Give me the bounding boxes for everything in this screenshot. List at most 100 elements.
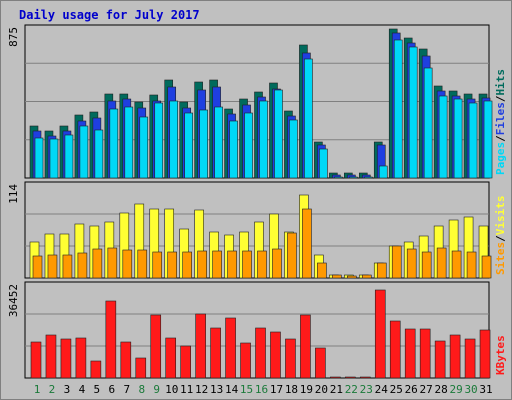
bar-pages-day-12 — [199, 109, 208, 179]
bar-sites-day-17 — [272, 248, 282, 279]
bar-kbytes-day-26 — [404, 328, 416, 379]
x-tick-label-day-26: 26 — [405, 383, 418, 396]
bar-kbytes-day-21 — [330, 376, 341, 379]
bar-sites-day-3 — [62, 254, 73, 279]
bar-sites-day-22 — [347, 275, 357, 279]
x-tick-label-day-10: 10 — [165, 383, 178, 396]
legend-files: Files — [494, 102, 507, 135]
bar-kbytes-day-31 — [479, 329, 491, 379]
x-tick-label-day-23: 23 — [360, 383, 373, 396]
bar-sites-day-8 — [137, 249, 148, 279]
x-tick-label-day-30: 30 — [464, 383, 477, 396]
bar-sites-day-27 — [421, 251, 432, 279]
x-tick-label-day-25: 25 — [390, 383, 403, 396]
bar-pages-day-23 — [363, 176, 373, 179]
bar-kbytes-day-25 — [389, 320, 401, 379]
legend-separator: / — [494, 235, 507, 242]
x-tick-label-day-21: 21 — [330, 383, 343, 396]
bar-kbytes-day-18 — [285, 338, 296, 379]
bar-kbytes-day-24 — [374, 289, 386, 379]
x-tick-label-day-6: 6 — [109, 383, 116, 396]
x-tick-label-day-8: 8 — [138, 383, 145, 396]
bar-pages-day-31 — [483, 100, 493, 179]
bar-sites-day-1 — [32, 255, 43, 279]
legend-hits: Hits — [494, 69, 507, 96]
bar-sites-day-7 — [122, 249, 133, 279]
bar-sites-day-13 — [212, 250, 222, 279]
bar-sites-day-10 — [167, 251, 178, 279]
bar-sites-day-4 — [77, 252, 88, 279]
x-tick-label-day-1: 1 — [34, 383, 41, 396]
bar-kbytes-day-12 — [195, 313, 206, 379]
bar-pages-day-2 — [49, 138, 59, 179]
bar-pages-day-5 — [94, 129, 104, 179]
x-tick-label-day-24: 24 — [375, 383, 389, 396]
x-tick-label-day-20: 20 — [315, 383, 328, 396]
bar-kbytes-day-6 — [105, 300, 117, 379]
bar-pages-day-16 — [259, 100, 268, 179]
bar-sites-day-18 — [287, 232, 297, 279]
x-tick-label-day-17: 17 — [270, 383, 283, 396]
x-tick-label-day-27: 27 — [420, 383, 433, 396]
bar-sites-day-12 — [197, 250, 207, 279]
bar-kbytes-day-9 — [150, 314, 162, 379]
bar-pages-day-20 — [319, 148, 328, 179]
bar-sites-day-5 — [92, 248, 103, 279]
bar-kbytes-day-22 — [345, 376, 356, 379]
bar-sites-day-16 — [257, 250, 267, 279]
bar-sites-day-21 — [332, 274, 342, 279]
bar-kbytes-day-11 — [180, 345, 191, 379]
legend-kbytes: KBytes — [494, 335, 507, 375]
y-max-label: 114 — [7, 184, 20, 204]
bar-kbytes-day-7 — [120, 341, 132, 379]
x-tick-label-day-12: 12 — [195, 383, 208, 396]
bar-kbytes-day-23 — [359, 376, 371, 379]
bar-kbytes-day-17 — [270, 331, 281, 379]
x-tick-label-day-19: 19 — [300, 383, 313, 396]
bar-kbytes-day-4 — [75, 337, 87, 379]
bar-pages-day-28 — [438, 95, 448, 179]
bar-kbytes-day-13 — [210, 327, 221, 379]
bar-pages-day-25 — [393, 39, 403, 179]
bar-kbytes-day-27 — [419, 328, 431, 379]
bar-pages-day-29 — [453, 98, 463, 179]
panel-visits-sites: 114 Sites/Visits — [7, 181, 507, 279]
bar-pages-day-22 — [349, 176, 358, 179]
bar-pages-day-13 — [214, 106, 223, 179]
bar-kbytes-day-19 — [300, 314, 311, 379]
bar-pages-day-17 — [274, 89, 283, 179]
bar-kbytes-day-16 — [255, 327, 266, 379]
bar-pages-day-14 — [229, 120, 238, 179]
y-max-label: 36452 — [7, 284, 20, 317]
bar-pages-day-15 — [244, 112, 253, 179]
bar-kbytes-day-3 — [60, 338, 72, 379]
bar-kbytes-day-14 — [225, 317, 236, 379]
bar-pages-day-8 — [139, 116, 149, 179]
x-tick-label-day-29: 29 — [449, 383, 462, 396]
bar-kbytes-day-30 — [464, 338, 476, 379]
bar-sites-day-20 — [317, 262, 327, 279]
bar-kbytes-day-15 — [240, 342, 251, 379]
x-tick-label-day-13: 13 — [210, 383, 223, 396]
bar-pages-day-27 — [423, 67, 433, 179]
x-tick-label-day-4: 4 — [79, 383, 86, 396]
bar-pages-day-18 — [289, 119, 298, 179]
bar-kbytes-day-28 — [434, 340, 446, 379]
bar-kbytes-day-10 — [165, 337, 177, 379]
bar-sites-day-29 — [451, 250, 462, 279]
legend-separator: / — [494, 95, 507, 102]
legend-pages: Pages — [494, 142, 507, 175]
y-max-label: 875 — [7, 27, 20, 47]
bar-sites-day-11 — [182, 251, 192, 279]
bar-kbytes-day-29 — [449, 334, 461, 379]
bar-sites-day-6 — [107, 247, 118, 279]
panel-legend: Pages/Files/Hits — [494, 69, 507, 175]
bar-pages-day-7 — [124, 106, 134, 179]
x-tick-label-day-9: 9 — [153, 383, 160, 396]
bar-kbytes-day-20 — [315, 347, 326, 379]
bar-sites-day-2 — [47, 254, 58, 279]
x-tick-label-day-15: 15 — [240, 383, 253, 396]
bar-pages-day-10 — [169, 100, 179, 179]
bar-pages-day-9 — [154, 102, 164, 179]
